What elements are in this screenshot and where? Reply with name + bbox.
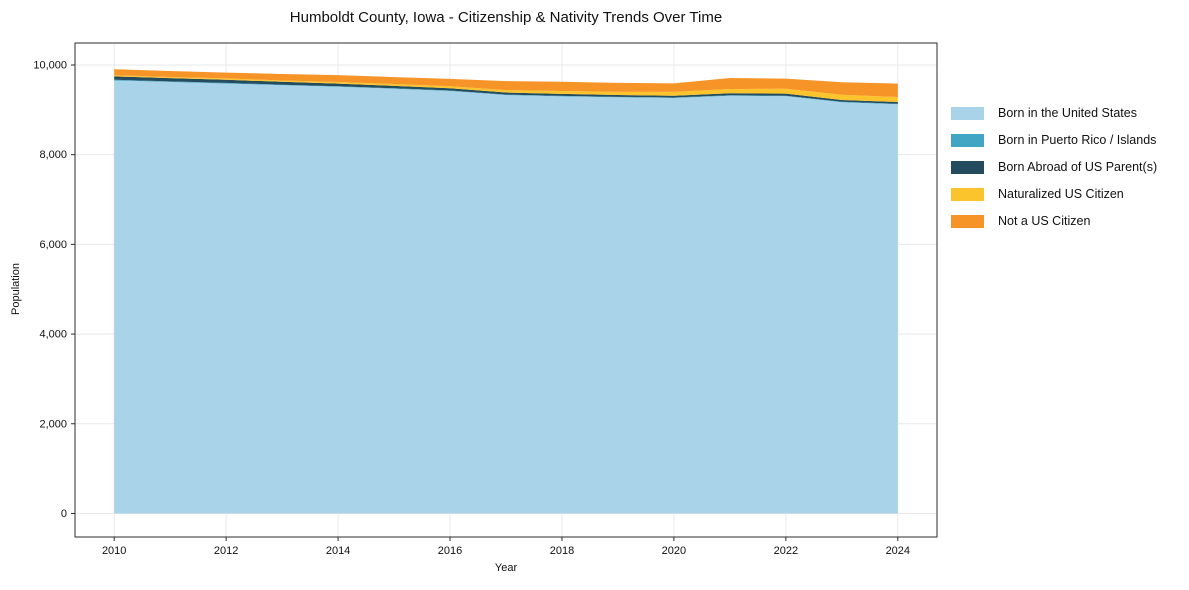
area-born-abroad-of-us-parent-s [114,76,898,104]
legend-swatch-born-in-the-united-states [951,106,984,120]
x-tick-label-2014: 2014 [326,545,350,557]
x-tick-label-2018: 2018 [550,545,574,557]
y-tick-label-8000: 8,000 [39,149,67,161]
legend-swatch-naturalized-us-citizen [951,187,984,201]
chart-title: Humboldt County, Iowa - Citizenship & Na… [289,9,723,26]
legend-row-born-in-the-united-states: Born in the United States [951,106,1157,120]
area-naturalized-us-citizen [114,75,898,102]
x-tick-label-2024: 2024 [886,545,910,557]
y-tick-label-2000: 2,000 [39,418,67,430]
legend: Born in the United States Born in Puerto … [951,106,1157,228]
legend-label-not-a-us-citizen: Not a US Citizen [998,214,1091,228]
legend-swatch-born-abroad-of-us-parent-s [951,160,984,174]
y-tick-label-0: 0 [61,508,67,520]
x-tick-label-2022: 2022 [774,545,798,557]
x-tick-label-2012: 2012 [214,545,238,557]
legend-swatch-born-in-puerto-rico-islands [951,133,984,147]
legend-swatch-not-a-us-citizen [951,214,984,228]
legend-label-naturalized-us-citizen: Naturalized US Citizen [998,187,1124,201]
legend-label-born-abroad-of-us-parent-s: Born Abroad of US Parent(s) [998,160,1158,174]
legend-row-not-a-us-citizen: Not a US Citizen [951,214,1157,228]
legend-row-naturalized-us-citizen: Naturalized US Citizen [951,187,1157,201]
legend-row-born-in-puerto-rico-islands: Born in Puerto Rico / Islands [951,133,1157,147]
x-tick-label-2020: 2020 [662,545,686,557]
legend-label-born-in-puerto-rico-islands: Born in Puerto Rico / Islands [998,133,1157,147]
x-axis-label: Year [494,562,518,574]
x-tick-label-2010: 2010 [102,545,126,557]
plot-frame [74,42,938,538]
y-tick-label-6000: 6,000 [39,239,67,251]
y-tick-label-4000: 4,000 [39,329,67,341]
y-tick-label-10000: 10,000 [33,59,67,71]
legend-row-born-abroad-of-us-parent-s: Born Abroad of US Parent(s) [951,160,1157,174]
y-axis-label: Population [10,263,22,315]
area-born-in-the-united-states [114,80,898,514]
legend-label-born-in-the-united-states: Born in the United States [998,106,1137,120]
area-not-a-us-citizen [114,69,898,98]
x-tick-label-2016: 2016 [438,545,462,557]
area-born-in-puerto-rico-islands [114,79,898,105]
